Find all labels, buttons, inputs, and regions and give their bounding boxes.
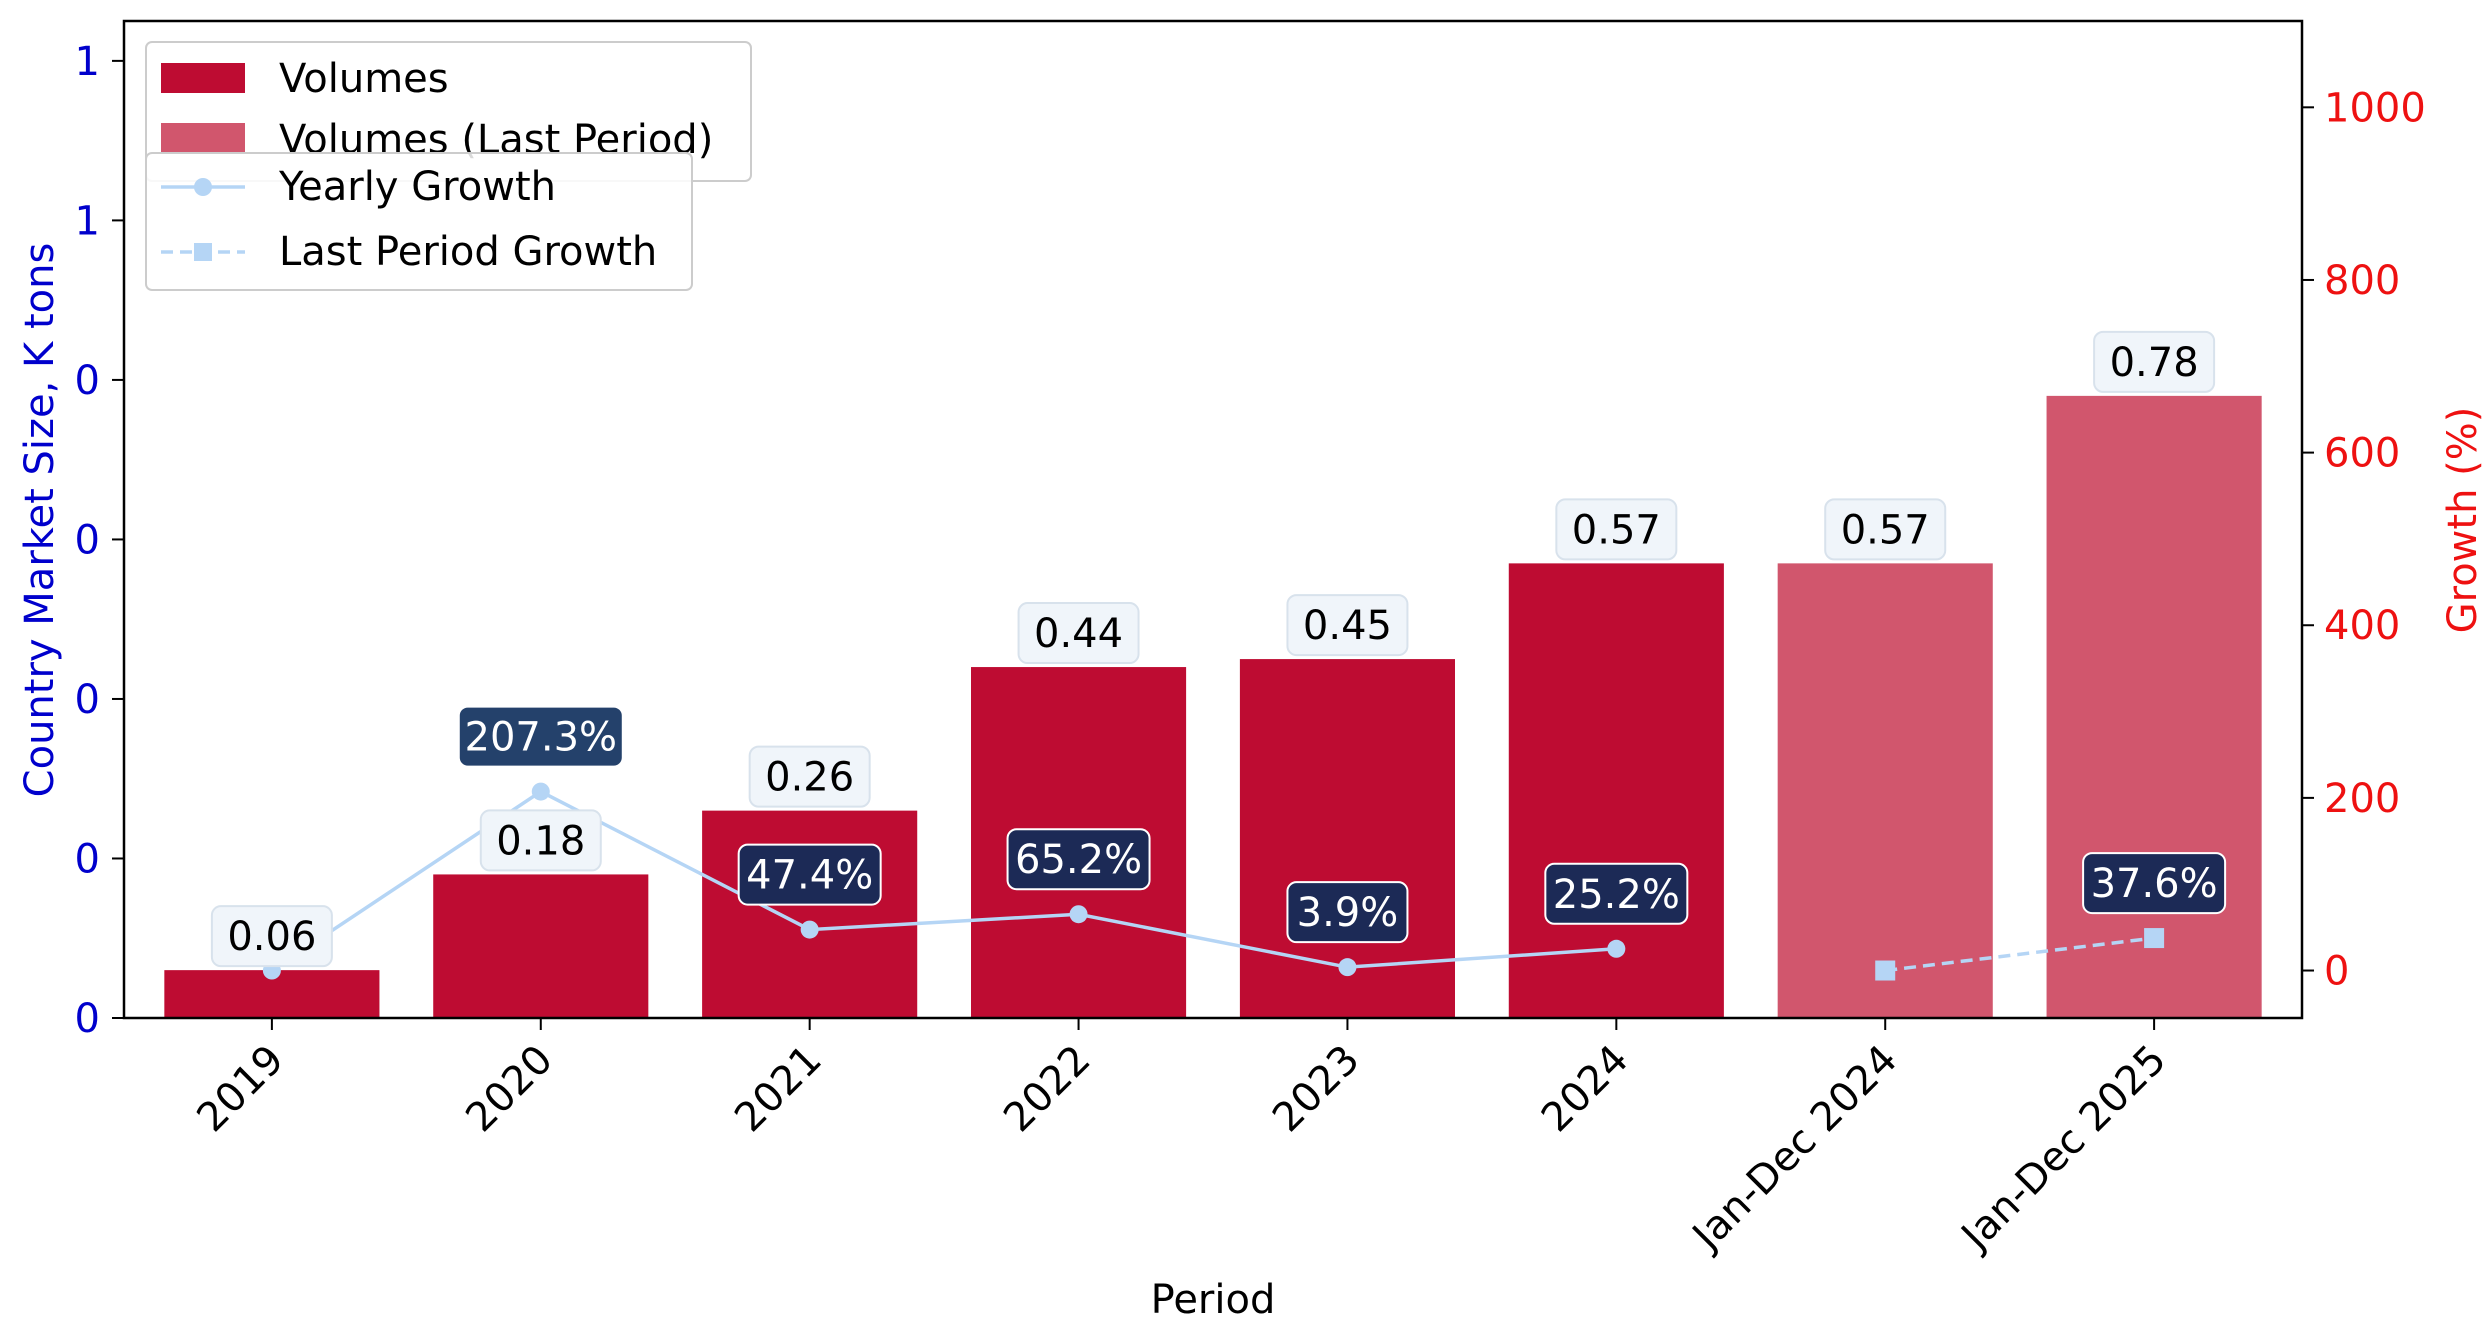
growth-label-2023-text: 3.9% [1297, 890, 1399, 936]
right-axis-label: Growth (%) [2440, 407, 2486, 634]
right-tick-label: 600 [2324, 431, 2400, 477]
x-tick-label: 2019 [188, 1037, 293, 1142]
value-label-jan-dec-2024: 0.57 [1824, 498, 1947, 561]
value-label-2022-box [1017, 602, 1140, 665]
x-tick-label: 2020 [457, 1037, 562, 1142]
x-tick-label: 2024 [1533, 1037, 1638, 1142]
yearly-growth-point-2022 [1069, 905, 1088, 924]
value-label-2023: 0.45 [1286, 594, 1409, 657]
value-label-2022: 0.44 [1017, 602, 1140, 665]
value-label-2019-box [210, 905, 333, 968]
left-tick-label: 0 [75, 517, 100, 563]
growth-label-jan-dec-2025-box [2082, 852, 2227, 915]
legend-lines-frame [145, 152, 693, 291]
right-tick-label: 200 [2324, 776, 2400, 822]
bar-jan-dec-2024 [1777, 563, 1993, 1018]
left-tick-label: 0 [75, 677, 100, 723]
left-tick-label: 0 [75, 358, 100, 404]
left-axis: 0 0 0 0 0 1 1 [75, 39, 124, 1042]
x-axis-label: Period [1151, 1277, 1276, 1323]
left-tick-label: 0 [75, 996, 100, 1042]
yearly-growth-point-2024 [1607, 939, 1626, 958]
left-tick-label: 0 [75, 836, 100, 882]
legend-label-last-period-growth: Last Period Growth [279, 229, 657, 275]
growth-label-2020: 207.3% [457, 705, 624, 768]
legend-swatch-volumes-last [161, 123, 245, 153]
last-period-growth-line [1885, 936, 2155, 973]
legend-marker-yearly [194, 178, 212, 196]
x-tick-label: 2023 [1264, 1037, 1369, 1142]
yearly-growth-point-2023 [1338, 958, 1357, 977]
growth-label-2021-text: 47.4% [746, 853, 873, 899]
legend-label-volumes: Volumes [279, 56, 449, 102]
last-period-growth-point-jan-dec-2025 [2144, 928, 2165, 949]
growth-label-2024: 25.2% [1544, 862, 1689, 925]
value-label-2020: 0.18 [479, 809, 602, 872]
growth-label-2022-text: 65.2% [1015, 837, 1142, 883]
growth-label-2023-box [1286, 881, 1409, 944]
x-tick-label: Jan-Dec 2024 [1682, 1037, 1906, 1261]
x-tick-label: 2022 [995, 1037, 1100, 1142]
value-label-2023-box [1286, 594, 1409, 657]
value-label-2022-text: 0.44 [1034, 611, 1123, 657]
value-label-jan-dec-2025-text: 0.78 [2110, 340, 2199, 386]
value-label-2021-box [748, 745, 871, 808]
data-labels-layer: 207.3% 47.4% 65.2% 3.9% 25.2% 37.6% 0.06 0.18 0.… [210, 330, 2227, 968]
bar-jan-dec-2025 [2046, 395, 2262, 1018]
growth-label-2024-box [1544, 862, 1689, 925]
legend-label-yearly-growth: Yearly Growth [278, 164, 556, 210]
left-tick-label: 1 [75, 39, 100, 85]
x-tick-label: Jan-Dec 2025 [1951, 1037, 2175, 1261]
growth-label-2021-box [737, 843, 882, 906]
right-tick-label: 400 [2324, 603, 2400, 649]
yearly-growth-point-2021 [800, 920, 819, 939]
growth-label-2022: 65.2% [1006, 828, 1151, 891]
value-label-2023-text: 0.45 [1303, 603, 1392, 649]
growth-label-2023: 3.9% [1286, 881, 1409, 944]
value-label-2019: 0.06 [210, 905, 333, 968]
right-axis: 0 200 400 600 800 1000 [2302, 85, 2426, 995]
last-period-growth-point-jan-dec-2024 [1875, 960, 1896, 981]
right-tick-label: 0 [2324, 949, 2349, 995]
value-label-2020-box [479, 809, 602, 872]
value-label-jan-dec-2024-box [1824, 498, 1947, 561]
left-tick-label: 1 [75, 198, 100, 244]
value-label-2021: 0.26 [748, 745, 871, 808]
value-label-2024-box [1555, 498, 1678, 561]
bar-2021 [702, 810, 918, 1018]
legend-marker-last-period [194, 243, 212, 261]
growth-label-2020-box [457, 705, 624, 768]
growth-label-2024-text: 25.2% [1553, 872, 1680, 918]
growth-label-jan-dec-2025: 37.6% [2082, 852, 2227, 915]
plot-frame [122, 19, 2304, 1020]
legend-lines: Yearly Growth Last Period Growth [145, 152, 693, 291]
value-label-2021-text: 0.26 [765, 755, 854, 801]
bar-2020 [433, 874, 649, 1018]
value-label-jan-dec-2025: 0.78 [2093, 330, 2216, 393]
x-axis: 2019 2020 2021 2022 2023 2024 Jan-Dec 2024 Jan-… [188, 1018, 2175, 1261]
value-label-2020-text: 0.18 [496, 818, 585, 864]
growth-label-2022-box [1006, 828, 1151, 891]
value-label-2024-text: 0.57 [1572, 507, 1661, 553]
growth-label-2021: 47.4% [737, 843, 882, 906]
left-axis-label: Country Market Size, K tons [17, 243, 63, 798]
value-label-jan-dec-2025-box [2093, 330, 2216, 393]
x-tick-label: 2021 [726, 1037, 831, 1142]
yearly-growth-point-2020 [531, 782, 550, 801]
right-tick-label: 1000 [2324, 85, 2426, 131]
value-label-2019-text: 0.06 [227, 914, 316, 960]
legend-swatch-volumes [161, 63, 245, 93]
value-label-2024: 0.57 [1555, 498, 1678, 561]
growth-label-2020-text: 207.3% [465, 715, 618, 761]
value-label-jan-dec-2024-text: 0.57 [1841, 507, 1930, 553]
growth-label-jan-dec-2025-text: 37.6% [2091, 861, 2218, 907]
right-tick-label: 800 [2324, 258, 2400, 304]
